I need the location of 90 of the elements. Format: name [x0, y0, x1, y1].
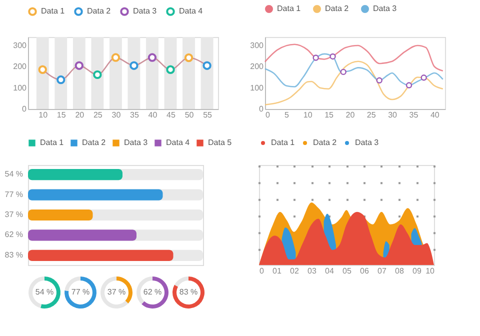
legend-label: Data 3: [133, 6, 158, 16]
line-series: [264, 44, 444, 72]
x-tick-label: 35: [409, 110, 419, 120]
point: [38, 65, 47, 74]
point: [148, 53, 157, 62]
y-tick-label: 200: [13, 62, 28, 72]
legend-label: Data 3: [373, 4, 398, 13]
point: [93, 70, 102, 80]
x-tick-label: 10: [426, 266, 436, 276]
x-tick-label: 35: [130, 110, 140, 120]
x-tick-label: 45: [166, 110, 176, 120]
legend-label: Data 2: [87, 6, 112, 16]
legend-label: Data 1: [41, 6, 66, 16]
legend-label: Data 5: [208, 138, 232, 147]
y-tick-label: 100: [13, 83, 28, 92]
text: 62 %: [143, 288, 162, 296]
x-tick-label: 25: [366, 110, 376, 120]
point: [420, 74, 427, 81]
text: 83 %: [179, 288, 198, 296]
data-label: 83 %: [4, 250, 23, 260]
x-tick-label: 40: [148, 110, 158, 120]
y-tick-label: 300: [13, 40, 28, 50]
point: [74, 61, 84, 70]
line-series: [264, 60, 444, 106]
legend-label: Data 2: [313, 138, 338, 147]
x-tick-label: 20: [346, 110, 356, 120]
y-tick-label: 300: [250, 40, 264, 50]
donut-slice: [172, 276, 204, 308]
x-tick-label: 03: [308, 266, 317, 276]
donut-slice: [28, 276, 44, 308]
x-tick-label: 30: [112, 110, 122, 120]
x-tick-label: 01: [272, 266, 282, 276]
point: [202, 61, 212, 70]
data-label: 37 %: [4, 210, 23, 219]
donut-slice: [136, 276, 152, 304]
x-tick-label: 06: [360, 266, 370, 276]
legend-label: Data 3: [124, 138, 148, 147]
x-tick-label: 55: [203, 110, 213, 120]
text: 77 %: [71, 288, 90, 296]
data-label: 54 %: [4, 170, 23, 179]
data-label: 77 %: [4, 190, 23, 199]
donut-slice: [64, 276, 96, 308]
x-tick-label: 15: [56, 110, 66, 120]
text: 54 %: [35, 288, 54, 296]
point: [312, 54, 319, 61]
point: [330, 53, 336, 60]
point: [166, 65, 175, 74]
point: [130, 61, 138, 70]
legend-label: Data 1: [40, 138, 64, 147]
point: [56, 75, 66, 84]
line-series: [264, 53, 444, 88]
y-tick-label: 0: [259, 104, 264, 114]
donut-slice: [142, 276, 168, 308]
y-tick-label: 0: [22, 104, 28, 114]
x-tick-label: 04: [325, 266, 334, 276]
x-tick-label: 08: [395, 266, 404, 276]
legend-label: Data 4: [179, 6, 204, 16]
y-tick-label: 100: [250, 83, 264, 92]
legend-label: Data 1: [277, 4, 302, 13]
x-tick-label: 0: [266, 110, 270, 120]
x-tick-label: 30: [388, 110, 398, 120]
point: [376, 77, 382, 84]
donut-slice: [100, 276, 128, 308]
x-tick-label: 07: [378, 266, 387, 276]
x-tick-label: 05: [342, 266, 352, 276]
x-tick-label: 20: [75, 110, 85, 120]
x-tick-label: 10: [38, 110, 48, 120]
point: [111, 53, 120, 62]
x-tick-label: 15: [324, 110, 334, 120]
donut-slice: [116, 276, 132, 304]
text: 37 %: [107, 288, 126, 296]
donut-slice: [174, 276, 188, 287]
legend-label: Data 4: [166, 138, 190, 147]
legend-label: Data 2: [325, 4, 350, 13]
donut-slice: [64, 276, 80, 291]
y-tick-label: 200: [250, 62, 264, 72]
x-tick-label: 50: [184, 110, 194, 120]
point: [406, 82, 412, 88]
legend-label: Data 3: [355, 138, 380, 147]
x-tick-label: 5: [284, 110, 290, 120]
data-label: 62 %: [4, 230, 23, 240]
x-tick-label: 25: [93, 110, 103, 120]
x-tick-label: 09: [412, 266, 422, 276]
x-tick-label: 10: [303, 110, 313, 120]
x-tick-label: 02: [290, 266, 300, 276]
legend-label: Data 2: [82, 138, 106, 147]
x-tick-label: 40: [430, 110, 440, 120]
point: [340, 68, 346, 76]
point: [184, 53, 194, 62]
legend-label: Data 1: [271, 138, 296, 147]
